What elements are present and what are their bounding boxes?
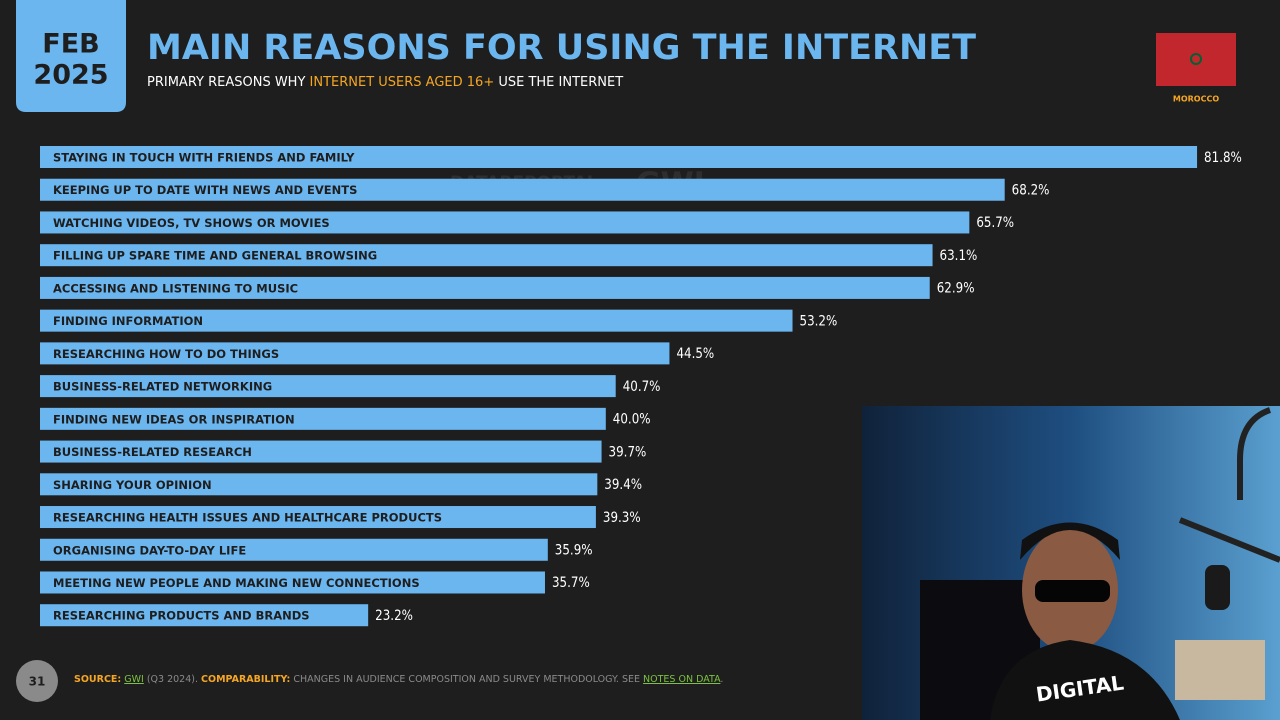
mic — [1205, 565, 1230, 610]
date-month: FEB — [42, 29, 99, 60]
mic-arm — [1178, 407, 1280, 563]
value-label: 68.2% — [1012, 183, 1050, 199]
category-label: FINDING INFORMATION — [53, 314, 203, 328]
shirt — [990, 640, 1180, 720]
category-label: KEEPING UP TO DATE WITH NEWS AND EVENTS — [53, 183, 357, 197]
comparability: CHANGES IN AUDIENCE COMPOSITION AND SURV… — [293, 674, 641, 685]
category-label: STAYING IN TOUCH WITH FRIENDS AND FAMILY — [53, 151, 355, 165]
bar — [40, 178, 1005, 201]
value-label: 35.9% — [555, 543, 593, 559]
bar — [40, 473, 598, 496]
value-label: 35.7% — [552, 575, 590, 591]
footer-end: . — [720, 674, 724, 685]
source-period: (Q3 2024). — [146, 674, 198, 685]
glasses — [1035, 580, 1110, 602]
bars: STAYING IN TOUCH WITH FRIENDS AND FAMILY… — [40, 146, 1242, 627]
source-line: SOURCE: GWI (Q3 2024). COMPARABILITY: CH… — [74, 674, 723, 685]
bar — [40, 244, 933, 267]
value-label: 40.7% — [623, 379, 661, 395]
category-label: WATCHING VIDEOS, TV SHOWS OR MOVIES — [53, 216, 330, 230]
books — [1175, 640, 1265, 700]
page-number: 31 — [29, 675, 46, 689]
date-year: 2025 — [33, 60, 108, 91]
flag-star — [1190, 53, 1202, 65]
page-badge — [16, 660, 58, 702]
category-label: RESEARCHING PRODUCTS AND BRANDS — [53, 609, 310, 623]
value-label: 23.2% — [375, 608, 413, 624]
value-label: 39.3% — [603, 510, 641, 526]
hair — [1020, 522, 1120, 560]
category-label: MEETING NEW PEOPLE AND MAKING NEW CONNEC… — [53, 576, 420, 590]
category-label: RESEARCHING HEALTH ISSUES AND HEALTHCARE… — [53, 511, 442, 525]
subtitle-highlight: INTERNET USERS AGED 16+ — [310, 75, 495, 90]
bar — [40, 342, 670, 365]
bar — [40, 211, 970, 234]
category-label: RESEARCHING HOW TO DO THINGS — [53, 347, 279, 361]
value-label: 63.1% — [940, 248, 978, 264]
flag — [1156, 33, 1236, 86]
value-label: 62.9% — [937, 281, 975, 297]
value-label: 44.5% — [676, 346, 714, 362]
comparability-label: COMPARABILITY: — [201, 674, 291, 685]
category-label: FILLING UP SPARE TIME AND GENERAL BROWSI… — [53, 249, 377, 263]
bar — [40, 571, 545, 594]
bar — [40, 375, 616, 398]
value-label: 53.2% — [800, 314, 838, 330]
bar — [40, 146, 1198, 168]
category-label: FINDING NEW IDEAS OR INSPIRATION — [53, 412, 295, 426]
source-label: SOURCE: — [74, 674, 122, 685]
country: MOROCCO — [1173, 95, 1219, 104]
bar — [40, 538, 548, 561]
value-label: 39.7% — [609, 444, 647, 460]
bar — [40, 506, 596, 529]
subtitle: PRIMARY REASONS WHY INTERNET USERS AGED … — [147, 75, 623, 90]
subtitle-part: USE THE INTERNET — [494, 75, 623, 90]
bar — [40, 276, 930, 299]
webcam: DIGITAL — [862, 406, 1280, 720]
source[interactable]: GWI — [124, 674, 144, 685]
bar — [40, 604, 369, 627]
value-label: 81.8% — [1204, 150, 1242, 166]
bar — [40, 407, 606, 430]
chart-title: MAIN REASONS FOR USING THE INTERNET — [147, 28, 976, 68]
category-label: SHARING YOUR OPINION — [53, 478, 212, 492]
category-label: ORGANISING DAY-TO-DAY LIFE — [53, 543, 246, 557]
date-box — [16, 0, 126, 112]
subtitle-part: PRIMARY REASONS WHY — [147, 75, 310, 90]
value-label: 40.0% — [613, 412, 651, 428]
category-label: ACCESSING AND LISTENING TO MUSIC — [53, 281, 298, 295]
category-label: BUSINESS-RELATED NETWORKING — [53, 380, 272, 394]
notes-link[interactable]: NOTES ON DATA — [643, 674, 721, 685]
value-label: 65.7% — [976, 215, 1014, 231]
bar — [40, 440, 602, 463]
value-label: 39.4% — [604, 477, 642, 493]
bar — [40, 309, 793, 332]
category-label: BUSINESS-RELATED RESEARCH — [53, 445, 252, 459]
